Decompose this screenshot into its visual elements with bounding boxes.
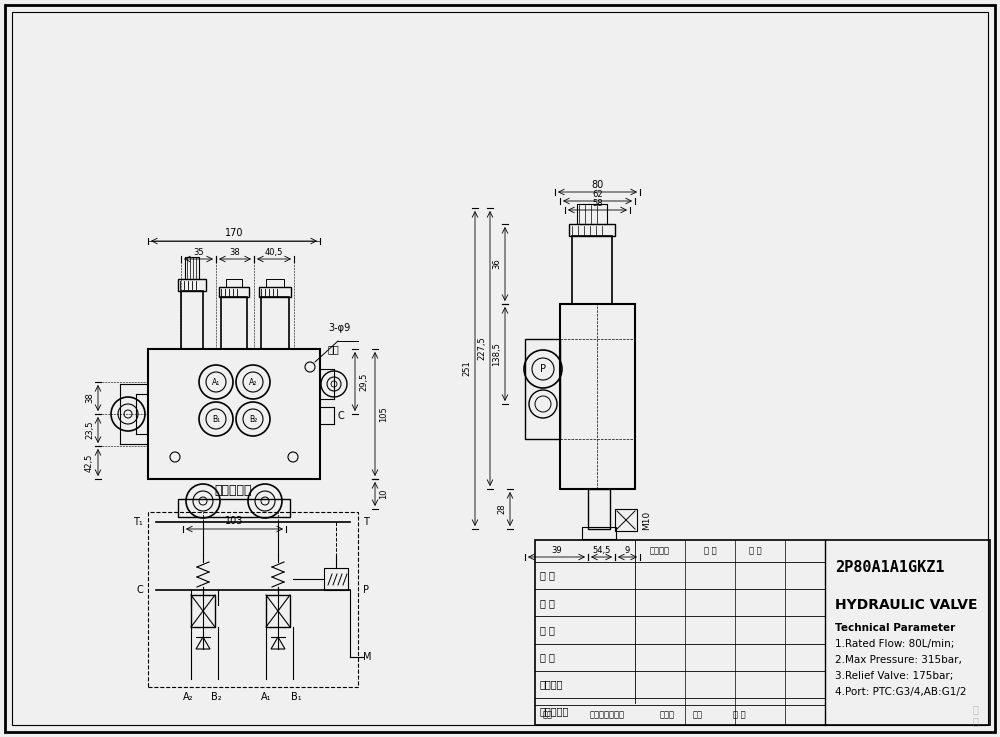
Text: M10: M10 xyxy=(642,511,651,530)
Text: T: T xyxy=(363,517,369,527)
Text: 标准化检查: 标准化检查 xyxy=(540,707,569,716)
Text: 36: 36 xyxy=(492,259,501,270)
Text: 28: 28 xyxy=(497,503,506,514)
Text: 80: 80 xyxy=(591,180,604,190)
Text: 3.Relief Valve: 175bar;: 3.Relief Valve: 175bar; xyxy=(835,671,953,681)
Bar xyxy=(572,236,612,304)
Text: 工艺检查: 工艺检查 xyxy=(540,680,564,689)
Text: P: P xyxy=(540,364,546,374)
Text: 170: 170 xyxy=(225,228,243,238)
Text: 更改内容或依据: 更改内容或依据 xyxy=(590,710,625,719)
Text: 40,5: 40,5 xyxy=(265,248,283,257)
Text: 54,5: 54,5 xyxy=(592,546,611,555)
Bar xyxy=(178,499,290,517)
Text: A₂: A₂ xyxy=(183,692,193,702)
Text: 1.Rated Flow: 80L/min;: 1.Rated Flow: 80L/min; xyxy=(835,639,954,649)
Bar xyxy=(221,297,247,349)
Text: B₁: B₁ xyxy=(291,692,301,702)
Text: 42,5: 42,5 xyxy=(85,453,94,472)
Text: 138,5: 138,5 xyxy=(492,342,501,366)
Bar xyxy=(535,540,990,725)
Bar xyxy=(324,568,348,590)
Text: 103: 103 xyxy=(225,516,244,526)
Text: 2P80A1A1GKZ1: 2P80A1A1GKZ1 xyxy=(835,561,944,576)
Text: 3-φ9: 3-φ9 xyxy=(328,323,350,333)
Text: HYDRAULIC VALVE: HYDRAULIC VALVE xyxy=(835,598,978,612)
Text: B₂: B₂ xyxy=(249,414,257,424)
Text: 更改人: 更改人 xyxy=(660,710,675,719)
Text: 制 图: 制 图 xyxy=(540,598,555,608)
Bar xyxy=(181,291,203,349)
Text: Technical Parameter: Technical Parameter xyxy=(835,623,955,633)
Text: A₁: A₁ xyxy=(261,692,271,702)
Text: T₁: T₁ xyxy=(133,517,143,527)
Bar xyxy=(219,287,249,297)
Bar xyxy=(191,595,215,627)
Bar xyxy=(226,279,242,287)
Bar xyxy=(148,349,320,479)
Text: P: P xyxy=(363,585,369,595)
Text: 2.Max Pressure: 315bar,: 2.Max Pressure: 315bar, xyxy=(835,655,962,665)
Bar xyxy=(266,279,284,287)
Text: 图样标记: 图样标记 xyxy=(650,547,670,556)
Text: 比 例: 比 例 xyxy=(749,547,761,556)
Text: M: M xyxy=(363,652,372,662)
Bar xyxy=(259,287,291,297)
Bar xyxy=(569,224,615,236)
Text: 9: 9 xyxy=(625,546,630,555)
Text: 251: 251 xyxy=(462,360,471,377)
Bar xyxy=(577,204,607,224)
Text: 液压原理图: 液压原理图 xyxy=(214,483,252,497)
Text: 日期: 日期 xyxy=(693,710,703,719)
Bar xyxy=(178,279,206,291)
Text: 流
液: 流 液 xyxy=(972,704,978,726)
Text: 10: 10 xyxy=(379,489,388,499)
Bar xyxy=(266,595,290,627)
Bar xyxy=(261,297,289,349)
Text: 227,5: 227,5 xyxy=(477,337,486,360)
Text: 重 量: 重 量 xyxy=(704,547,716,556)
Text: 58: 58 xyxy=(592,199,603,208)
Text: B₂: B₂ xyxy=(211,692,221,702)
Text: 62: 62 xyxy=(592,190,603,199)
Text: 审 核: 审 核 xyxy=(733,710,746,719)
Text: 校 对: 校 对 xyxy=(540,652,555,662)
Text: 105: 105 xyxy=(379,406,388,422)
Text: B₁: B₁ xyxy=(212,414,220,424)
Bar xyxy=(615,509,637,531)
Text: 4.Port: PTC:G3/4,AB:G1/2: 4.Port: PTC:G3/4,AB:G1/2 xyxy=(835,687,966,697)
Text: 38: 38 xyxy=(85,393,94,403)
Text: 23,5: 23,5 xyxy=(85,421,94,439)
Text: 38: 38 xyxy=(230,248,240,257)
Text: 35: 35 xyxy=(193,248,204,257)
Text: 设 计: 设 计 xyxy=(540,570,555,581)
Bar xyxy=(588,489,610,529)
Text: 通孔: 通孔 xyxy=(328,344,340,354)
Text: 39: 39 xyxy=(551,546,562,555)
Text: 标记: 标记 xyxy=(543,710,553,719)
Bar xyxy=(148,512,358,687)
Text: C: C xyxy=(136,585,143,595)
Bar xyxy=(582,527,616,539)
Text: C: C xyxy=(338,411,345,421)
Text: A₁: A₁ xyxy=(212,377,220,386)
Text: 29,5: 29,5 xyxy=(359,372,368,391)
Text: 描 图: 描 图 xyxy=(540,625,555,635)
Bar xyxy=(525,339,560,439)
Bar xyxy=(185,257,199,279)
Text: A₂: A₂ xyxy=(249,377,257,386)
Bar xyxy=(560,304,635,489)
